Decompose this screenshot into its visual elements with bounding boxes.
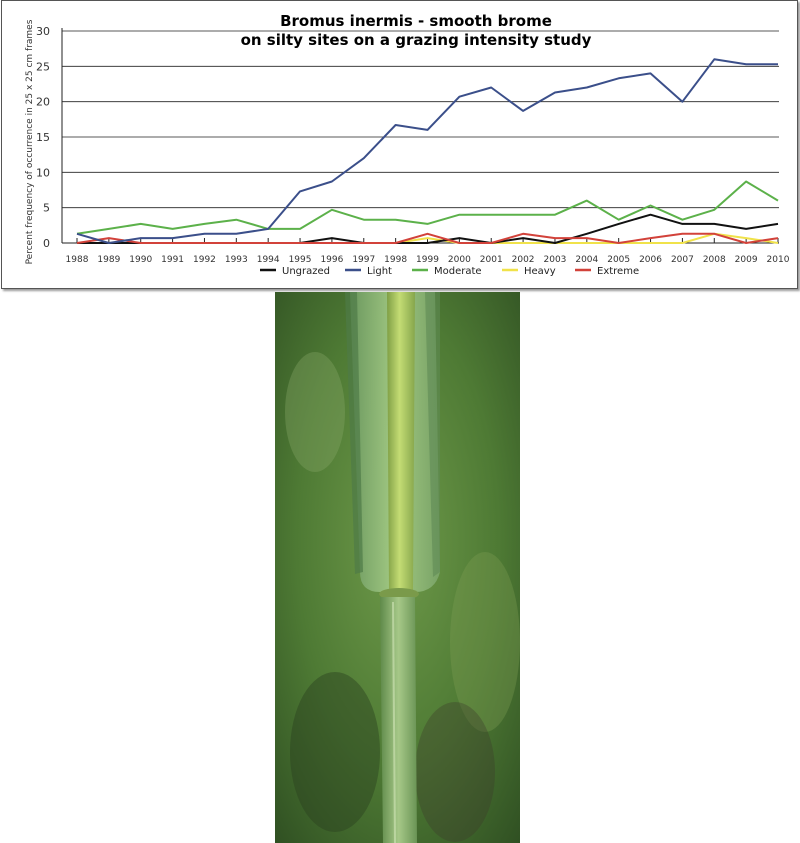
title-box <box>236 4 644 50</box>
x-tick-label: 2004 <box>575 255 598 265</box>
grass-stem-photo <box>275 292 520 843</box>
x-tick-label: 2008 <box>703 255 726 265</box>
y-tick-label: 0 <box>43 237 50 250</box>
y-axis-label: Percent frequency of occurrence in 25 x … <box>25 19 35 264</box>
x-tick-label: 1992 <box>193 255 216 265</box>
x-tick-label: 1994 <box>257 255 280 265</box>
y-tick-label: 25 <box>36 60 50 73</box>
y-tick-label: 30 <box>36 25 50 38</box>
legend-label-moderate: Moderate <box>434 266 482 277</box>
x-tick-label: 2002 <box>512 255 535 265</box>
x-tick-label: 1991 <box>161 255 184 265</box>
grass-stem <box>387 292 415 592</box>
x-tick-label: 1993 <box>225 255 248 265</box>
x-tick-label: 1988 <box>66 255 89 265</box>
y-tick-label: 10 <box>36 166 50 179</box>
x-tick-label: 1998 <box>384 255 407 265</box>
line-chart: Bromus inermis - smooth brome on silty s… <box>25 4 790 277</box>
x-tick-label: 2001 <box>480 255 503 265</box>
x-tick-label: 2003 <box>544 255 567 265</box>
x-tick-label: 1996 <box>320 255 343 265</box>
x-tick-label: 2007 <box>671 255 694 265</box>
x-tick-label: 2006 <box>639 255 662 265</box>
x-tick-label: 1989 <box>97 255 120 265</box>
x-tick-label: 1990 <box>129 255 152 265</box>
x-tick-label: 2010 <box>767 255 790 265</box>
chart-title: Bromus inermis - smooth brome <box>280 12 552 30</box>
x-tick-label: 2000 <box>448 255 471 265</box>
series-line-light <box>76 58 778 244</box>
x-tick-label: 1999 <box>416 255 439 265</box>
chart-frame: Bromus inermis - smooth brome on silty s… <box>1 0 798 289</box>
y-tick-label: 5 <box>43 202 50 215</box>
series-line-extreme <box>76 232 779 244</box>
x-tick-label: 1995 <box>289 255 312 265</box>
chart-subtitle: on silty sites on a grazing intensity st… <box>241 31 592 49</box>
lower-stem <box>380 597 417 843</box>
series-line-moderate <box>76 180 779 235</box>
x-tick-label: 1997 <box>352 255 375 265</box>
x-tick-label: 2005 <box>607 255 630 265</box>
legend-label-extreme: Extreme <box>597 266 639 277</box>
legend-label-heavy: Heavy <box>524 266 556 277</box>
y-tick-label: 20 <box>36 96 50 109</box>
legend-label-ungrazed: Ungrazed <box>282 266 330 277</box>
y-tick-label: 15 <box>36 131 50 144</box>
legend-label-light: Light <box>367 266 392 277</box>
x-tick-label: 2009 <box>735 255 758 265</box>
